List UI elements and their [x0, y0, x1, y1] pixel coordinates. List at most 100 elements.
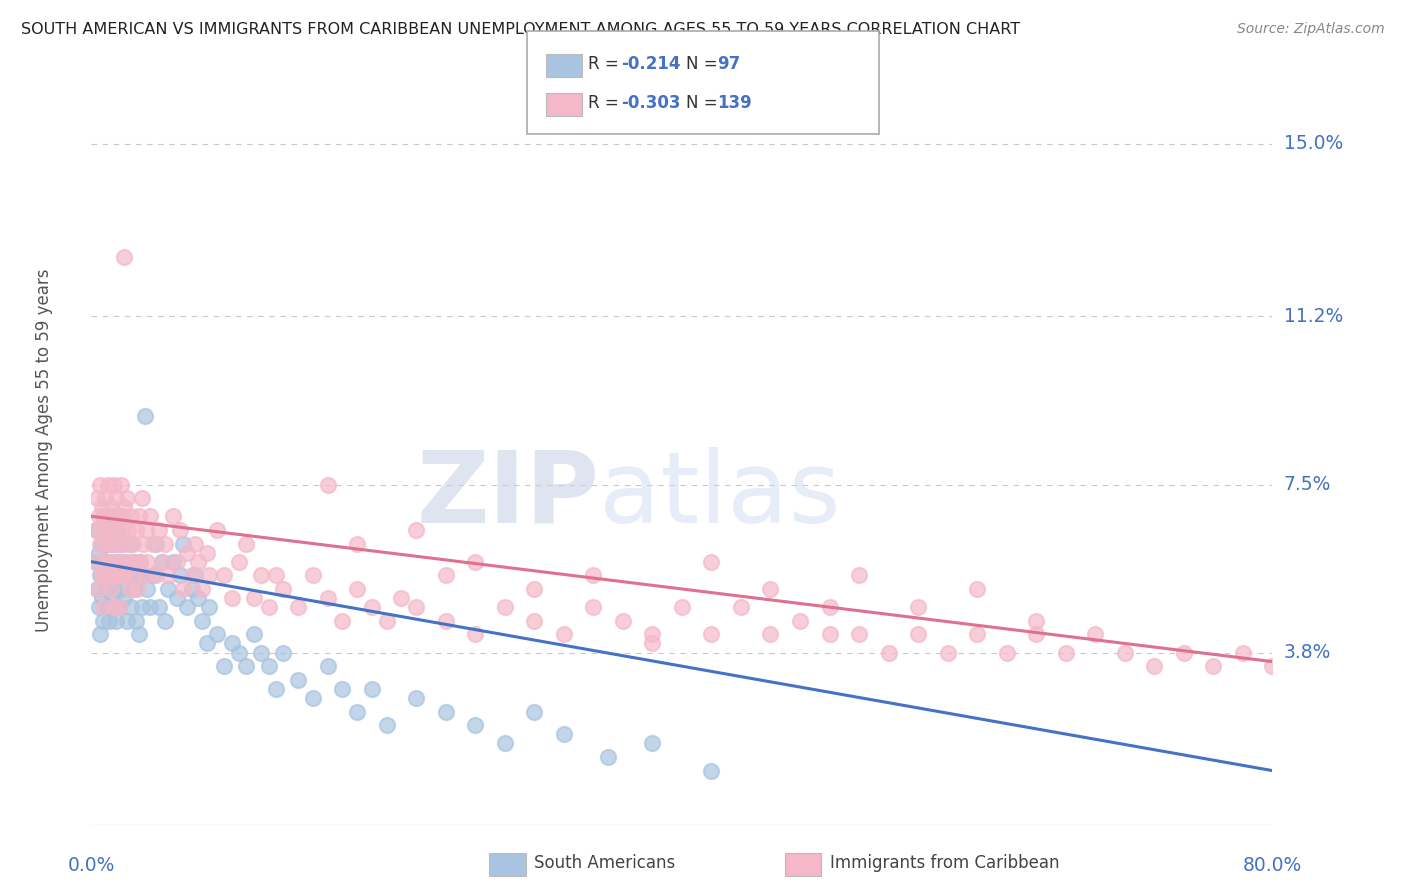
Text: 97: 97	[717, 55, 741, 73]
Text: N =: N =	[686, 95, 723, 112]
Point	[1202, 659, 1225, 673]
Text: South Americans: South Americans	[534, 855, 675, 872]
Text: 0.0%: 0.0%	[67, 855, 115, 875]
Point	[135, 523, 157, 537]
Point	[166, 555, 188, 569]
Point	[966, 627, 988, 641]
Point	[176, 600, 198, 615]
Point	[389, 591, 413, 605]
Point	[118, 582, 141, 596]
Point	[142, 568, 165, 582]
Point	[966, 582, 988, 596]
Point	[98, 523, 121, 537]
Point	[115, 614, 138, 628]
Point	[139, 600, 162, 615]
Point	[108, 600, 131, 615]
Point	[129, 555, 152, 569]
Point	[111, 568, 134, 582]
Point	[87, 582, 110, 596]
Point	[134, 409, 156, 424]
Text: 7.5%: 7.5%	[1284, 475, 1331, 494]
Point	[131, 600, 153, 615]
Point	[112, 500, 135, 515]
Point	[375, 614, 398, 628]
Point	[90, 536, 112, 550]
Point	[877, 646, 900, 660]
Point	[759, 582, 782, 596]
Point	[118, 536, 141, 550]
Point	[1114, 646, 1136, 660]
Point	[105, 523, 128, 537]
Point	[150, 555, 173, 569]
Point	[257, 600, 280, 615]
Point	[124, 523, 148, 537]
Point	[287, 600, 309, 615]
Point	[90, 568, 112, 582]
Point	[273, 582, 295, 596]
Point	[346, 705, 368, 719]
Point	[195, 546, 218, 560]
Point	[995, 646, 1018, 660]
Point	[346, 582, 368, 596]
Point	[789, 614, 811, 628]
Point	[87, 600, 110, 615]
Point	[936, 646, 959, 660]
Point	[93, 491, 115, 505]
Point	[110, 555, 132, 569]
Point	[93, 555, 115, 569]
Point	[108, 600, 131, 615]
Point	[818, 627, 841, 641]
Point	[114, 555, 136, 569]
Point	[360, 600, 382, 615]
Point	[107, 523, 129, 537]
Point	[187, 591, 209, 605]
Point	[89, 536, 111, 550]
Point	[128, 627, 150, 641]
Point	[117, 523, 139, 537]
Point	[1143, 659, 1166, 673]
Point	[172, 582, 194, 596]
Point	[191, 582, 214, 596]
Point	[148, 600, 170, 615]
Point	[108, 509, 131, 524]
Point	[494, 600, 516, 615]
Point	[107, 536, 129, 550]
Point	[434, 568, 457, 582]
Point	[89, 627, 111, 641]
Point	[148, 523, 170, 537]
Point	[183, 568, 207, 582]
Text: Unemployment Among Ages 55 to 59 years: Unemployment Among Ages 55 to 59 years	[35, 268, 53, 632]
Text: 3.8%: 3.8%	[1284, 643, 1331, 662]
Point	[191, 614, 214, 628]
Point	[90, 591, 112, 605]
Point	[103, 600, 125, 615]
Point	[97, 509, 120, 524]
Point	[214, 568, 236, 582]
Point	[287, 673, 309, 687]
Point	[96, 568, 118, 582]
Point	[111, 523, 134, 537]
Text: Immigrants from Caribbean: Immigrants from Caribbean	[830, 855, 1059, 872]
Point	[221, 591, 243, 605]
Point	[114, 536, 136, 550]
Point	[145, 568, 167, 582]
Point	[235, 536, 257, 550]
Point	[97, 523, 120, 537]
Point	[848, 568, 870, 582]
Point	[169, 523, 191, 537]
Point	[176, 546, 198, 560]
Point	[434, 705, 457, 719]
Text: Source: ZipAtlas.com: Source: ZipAtlas.com	[1237, 22, 1385, 37]
Point	[700, 555, 723, 569]
Point	[84, 555, 107, 569]
Point	[86, 555, 108, 569]
Point	[818, 600, 841, 615]
Point	[250, 568, 273, 582]
Point	[90, 500, 112, 515]
Point	[139, 509, 162, 524]
Point	[494, 736, 516, 750]
Point	[730, 600, 752, 615]
Point	[228, 555, 250, 569]
Point	[346, 536, 368, 550]
Point	[114, 568, 136, 582]
